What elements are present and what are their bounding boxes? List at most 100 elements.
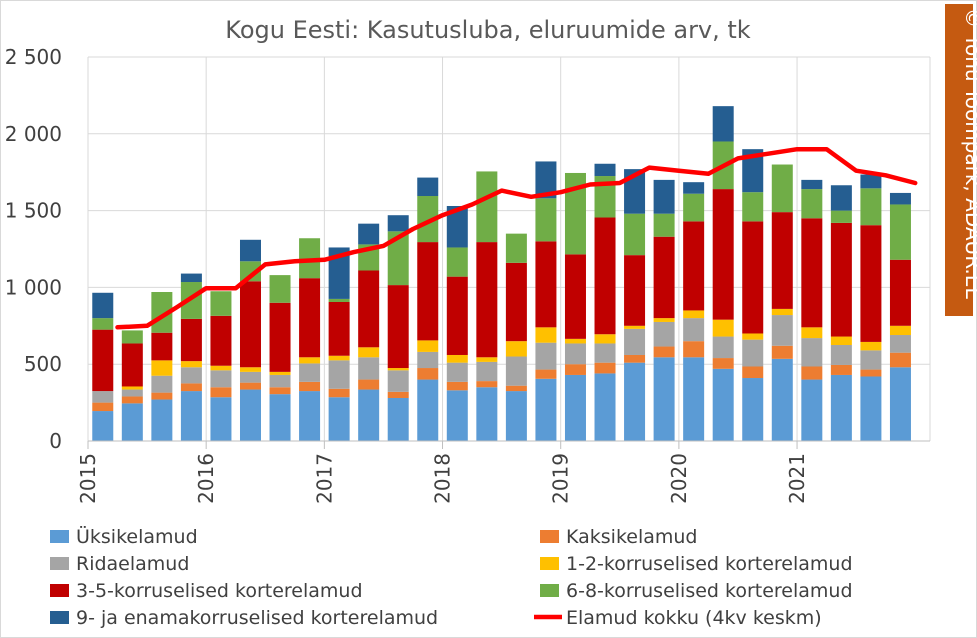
legend-label: 6-8-korruselised korterelamud xyxy=(566,580,853,602)
bar-segment xyxy=(624,255,646,326)
bar-segment xyxy=(269,275,291,303)
bar-segment xyxy=(328,360,350,389)
bar-segment xyxy=(594,163,616,177)
bar-segment xyxy=(417,379,439,441)
bar-segment xyxy=(889,335,911,353)
bar-segment xyxy=(564,254,586,339)
legend-label: 1-2-korruselised korterelamud xyxy=(566,553,853,575)
bar-segment xyxy=(92,391,114,403)
legend-label: Elamud kokku (4kv keskm) xyxy=(566,607,822,629)
bar-segment xyxy=(535,378,557,441)
bar-segment xyxy=(742,366,764,379)
bar-segment xyxy=(387,397,409,441)
bar-segment xyxy=(830,364,852,375)
bar-segment xyxy=(180,273,202,283)
bar-segment xyxy=(801,327,823,339)
bar-segment xyxy=(535,198,557,242)
bar-segment xyxy=(358,223,380,245)
bar-segment xyxy=(151,375,173,393)
bar-segment xyxy=(594,362,616,374)
bar-segment xyxy=(476,381,498,388)
bar-segment xyxy=(446,247,468,277)
bar-segment xyxy=(476,171,498,243)
bar-segment xyxy=(328,388,350,398)
legend-swatch xyxy=(50,530,69,543)
bar-segment xyxy=(417,177,439,197)
bar-segment xyxy=(889,259,911,326)
bar-segment xyxy=(860,225,882,342)
bar-segment xyxy=(653,236,675,319)
x-tick-label: 2018 xyxy=(431,453,455,504)
bar-segment xyxy=(624,362,646,441)
legend-swatch xyxy=(540,530,559,543)
bar-segment xyxy=(269,394,291,441)
bar-segment xyxy=(417,340,439,352)
credit-background xyxy=(945,4,973,316)
bar-segment xyxy=(328,298,350,302)
bar-segment xyxy=(299,357,321,364)
legend-label: 3-5-korruselised korterelamud xyxy=(76,580,363,602)
bar-segment xyxy=(151,399,173,441)
y-tick-label: 1 000 xyxy=(5,275,62,299)
bar-segment xyxy=(712,319,734,337)
bar-segment xyxy=(446,205,468,248)
bar-segment xyxy=(417,242,439,341)
bar-segment xyxy=(742,149,764,193)
bar-segment xyxy=(771,315,793,346)
bar-segment xyxy=(712,368,734,441)
bar-segment xyxy=(653,318,675,322)
bar-segment xyxy=(446,362,468,382)
bar-segment xyxy=(830,185,852,211)
bar-segment xyxy=(121,386,143,390)
bar-segment xyxy=(476,361,498,382)
bar-segment xyxy=(771,345,793,359)
bar-segment xyxy=(771,308,793,316)
bar-segment xyxy=(683,341,705,358)
bar-segment xyxy=(564,364,586,375)
bar-segment xyxy=(210,370,232,388)
x-tick-label: 2015 xyxy=(76,453,100,504)
bar-segment xyxy=(505,356,527,386)
bar-segment xyxy=(180,318,202,362)
bar-segment xyxy=(269,302,291,372)
bar-segment xyxy=(564,343,586,365)
bar-segment xyxy=(180,361,202,368)
bar-segment xyxy=(712,336,734,359)
bar-segment xyxy=(712,106,734,142)
bar-segment xyxy=(830,345,852,365)
bar-segment xyxy=(860,350,882,370)
bar-segment xyxy=(92,329,114,392)
bar-segment xyxy=(446,354,468,363)
bar-segment xyxy=(564,172,586,255)
bar-segment xyxy=(446,276,468,355)
bar-segment xyxy=(328,247,350,299)
y-tick-label: 0 xyxy=(49,429,62,453)
legend-swatch xyxy=(50,584,69,597)
bar-segment xyxy=(742,221,764,334)
bar-segment xyxy=(624,328,646,355)
bar-segment xyxy=(594,334,616,344)
bar-segment xyxy=(505,262,527,342)
bar-segment xyxy=(535,161,557,199)
bar-segment xyxy=(121,343,143,387)
x-tick-label: 2021 xyxy=(785,453,809,504)
line-layer xyxy=(115,146,918,330)
bar-segment xyxy=(121,389,143,397)
bar-segment xyxy=(417,351,439,369)
bar-segment xyxy=(801,379,823,441)
bar-segment xyxy=(624,325,646,329)
bar-segment xyxy=(210,365,232,371)
bar-segment xyxy=(889,204,911,260)
bar-segment xyxy=(387,285,409,369)
bar-segment xyxy=(505,341,527,357)
bar-segment xyxy=(180,391,202,441)
bar-segment xyxy=(92,402,114,412)
x-tick-label: 2016 xyxy=(194,453,218,504)
bar-segment xyxy=(624,354,646,363)
bar-segment xyxy=(299,363,321,382)
bar-segment xyxy=(387,370,409,392)
bar-segment xyxy=(358,379,380,390)
bar-segment xyxy=(358,357,380,380)
bar-segment xyxy=(564,374,586,441)
bar-segment xyxy=(860,376,882,441)
